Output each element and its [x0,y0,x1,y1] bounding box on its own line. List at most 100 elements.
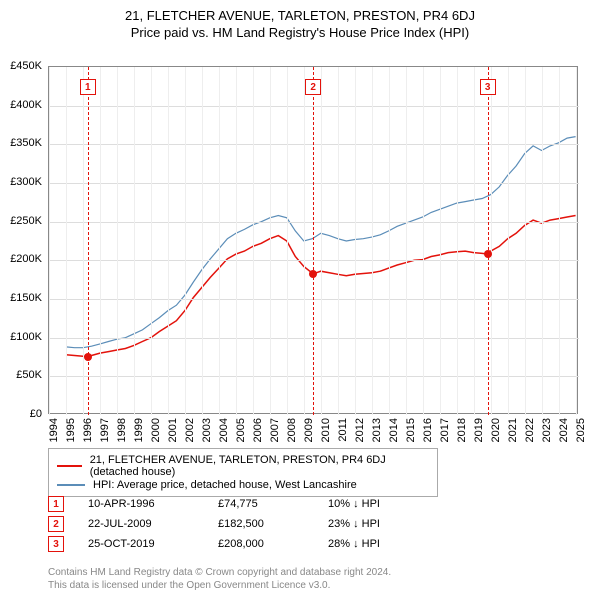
y-axis-label: £350K [0,137,42,149]
x-axis-label: 2009 [303,418,315,442]
x-gridline [576,67,577,415]
x-gridline [457,67,458,415]
sales-row-delta: 10% ↓ HPI [328,498,428,510]
x-axis-label: 2008 [286,418,298,442]
x-axis-label: 1998 [116,418,128,442]
x-axis-label: 2003 [201,418,213,442]
x-gridline [389,67,390,415]
x-axis-label: 1996 [82,418,94,442]
sale-marker-line [313,67,314,415]
x-gridline [202,67,203,415]
sales-row-marker: 2 [48,516,64,532]
x-axis-label: 2004 [218,418,230,442]
x-gridline [134,67,135,415]
x-axis-label: 2019 [473,418,485,442]
sale-marker-box: 1 [80,79,96,95]
x-axis-label: 2022 [524,418,536,442]
sales-row-price: £182,500 [218,518,328,530]
x-gridline [321,67,322,415]
x-axis-label: 2017 [439,418,451,442]
sale-marker-line [88,67,89,415]
x-gridline [440,67,441,415]
x-axis-label: 1994 [48,418,60,442]
footer-line-2: This data is licensed under the Open Gov… [48,579,391,592]
sale-marker-dot [484,250,492,258]
sales-table: 1 10-APR-1996£74,77510% ↓ HPI 2 22-JUL-2009… [48,492,428,556]
y-axis-label: £150K [0,292,42,304]
x-axis-label: 2001 [167,418,179,442]
x-gridline [66,67,67,415]
sales-row-delta: 23% ↓ HPI [328,518,428,530]
x-gridline [185,67,186,415]
y-axis-label: £450K [0,60,42,72]
x-gridline [406,67,407,415]
sales-row: 2 22-JUL-2009£182,50023% ↓ HPI [48,516,428,532]
legend: 21, FLETCHER AVENUE, TARLETON, PRESTON, … [48,448,438,497]
y-axis-label: £300K [0,176,42,188]
legend-swatch [57,484,85,486]
sales-row-price: £208,000 [218,538,328,550]
x-gridline [372,67,373,415]
x-axis-label: 2023 [541,418,553,442]
sale-marker-line [488,67,489,415]
x-gridline [287,67,288,415]
x-axis-label: 2021 [507,418,519,442]
x-axis-label: 2025 [575,418,587,442]
chart-subtitle: Price paid vs. HM Land Registry's House … [0,25,600,40]
x-gridline [508,67,509,415]
x-axis-label: 2016 [422,418,434,442]
footer-line-1: Contains HM Land Registry data © Crown c… [48,566,391,579]
x-gridline [236,67,237,415]
x-axis-label: 2002 [184,418,196,442]
y-axis-label: £100K [0,331,42,343]
x-axis-label: 2015 [405,418,417,442]
legend-label: HPI: Average price, detached house, West… [93,479,357,491]
y-axis-label: £200K [0,253,42,265]
x-axis-label: 1999 [133,418,145,442]
chart-container: 123 £0£50K£100K£150K£200K£250K£300K£350K… [48,66,578,426]
x-gridline [525,67,526,415]
x-axis-label: 2012 [354,418,366,442]
x-gridline [83,67,84,415]
x-gridline [542,67,543,415]
sale-marker-box: 2 [305,79,321,95]
y-axis-label: £250K [0,215,42,227]
footer: Contains HM Land Registry data © Crown c… [48,566,391,592]
x-gridline [100,67,101,415]
legend-item: HPI: Average price, detached house, West… [57,479,429,491]
x-gridline [338,67,339,415]
x-axis-label: 2006 [252,418,264,442]
x-axis-label: 2014 [388,418,400,442]
sale-marker-box: 3 [480,79,496,95]
x-axis-label: 2013 [371,418,383,442]
sales-row-date: 10-APR-1996 [88,498,218,510]
x-axis-label: 2020 [490,418,502,442]
x-gridline [49,67,50,415]
x-gridline [270,67,271,415]
x-axis-label: 1997 [99,418,111,442]
x-gridline [304,67,305,415]
x-axis-label: 1995 [65,418,77,442]
x-gridline [151,67,152,415]
x-gridline [168,67,169,415]
y-axis-label: £0 [0,408,42,420]
sales-row-price: £74,775 [218,498,328,510]
x-gridline [253,67,254,415]
x-axis-label: 2010 [320,418,332,442]
sales-row-date: 22-JUL-2009 [88,518,218,530]
sales-row-marker: 1 [48,496,64,512]
x-gridline [474,67,475,415]
plot-area: 1 2 3 [48,66,578,414]
x-gridline [219,67,220,415]
x-axis-label: 2005 [235,418,247,442]
sale-marker-dot [309,270,317,278]
sales-row: 1 10-APR-1996£74,77510% ↓ HPI [48,496,428,512]
sales-row-delta: 28% ↓ HPI [328,538,428,550]
x-gridline [559,67,560,415]
x-axis-label: 2007 [269,418,281,442]
sales-row-marker: 3 [48,536,64,552]
chart-title: 21, FLETCHER AVENUE, TARLETON, PRESTON, … [0,8,600,23]
legend-label: 21, FLETCHER AVENUE, TARLETON, PRESTON, … [90,454,429,478]
x-gridline [117,67,118,415]
x-axis-label: 2024 [558,418,570,442]
